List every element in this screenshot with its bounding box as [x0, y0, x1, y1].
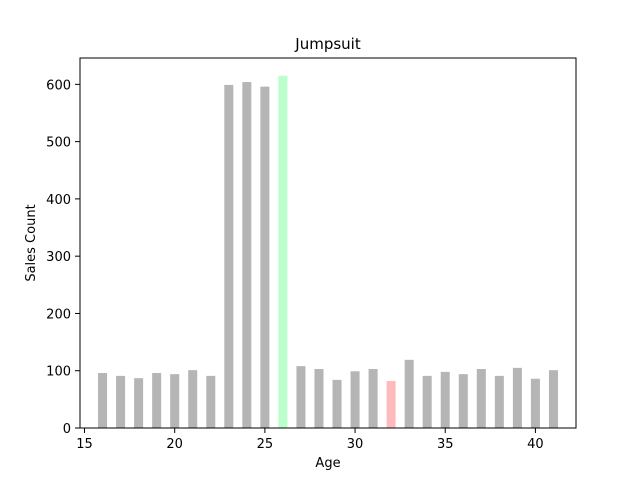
- bar-age-41: [548, 370, 558, 428]
- y-tick-label-600: 600: [46, 78, 71, 93]
- y-axis-title: Sales Count: [24, 204, 39, 281]
- plot-frame: [79, 57, 577, 429]
- bar-age-39: [512, 367, 522, 428]
- bar-age-19: [152, 373, 162, 428]
- x-tick-label-25: 25: [257, 437, 274, 452]
- x-axis-title: Age: [315, 456, 340, 471]
- x-tick-label-35: 35: [437, 437, 454, 452]
- bar-age-40: [530, 378, 540, 428]
- bar-age-18: [134, 378, 144, 428]
- chart-title: Jumpsuit: [294, 35, 361, 53]
- bar-age-38: [494, 375, 504, 428]
- x-axis-ticks: 15 20 25 30 35 40: [76, 428, 544, 452]
- bar-age-28: [314, 369, 324, 428]
- x-tick-label-20: 20: [166, 437, 183, 452]
- bar-age-25: [260, 86, 270, 428]
- bar-age-26: [278, 75, 288, 428]
- bar-age-24: [242, 82, 252, 428]
- bar-age-32: [386, 381, 396, 428]
- bar-age-33: [404, 359, 414, 428]
- bar-age-17: [116, 375, 126, 428]
- bar-age-29: [332, 379, 342, 428]
- bar-age-35: [440, 371, 450, 428]
- y-axis-ticks: 0 100 200 300 400 500 600: [46, 78, 80, 437]
- y-tick-label-100: 100: [46, 365, 71, 380]
- y-tick-label-400: 400: [46, 193, 71, 208]
- bar-age-22: [206, 375, 216, 428]
- bar-age-34: [422, 375, 432, 428]
- bar-age-23: [224, 84, 234, 429]
- y-tick-label-200: 200: [46, 307, 71, 322]
- x-tick-label-30: 30: [347, 437, 364, 452]
- y-tick-label-500: 500: [46, 136, 71, 151]
- bar-age-37: [476, 369, 486, 428]
- bars-layer: [98, 75, 558, 429]
- bar-age-30: [350, 371, 360, 428]
- x-tick-label-40: 40: [527, 437, 544, 452]
- bar-age-27: [296, 366, 306, 428]
- bar-age-16: [98, 373, 108, 428]
- y-tick-label-300: 300: [46, 250, 71, 265]
- bar-age-21: [188, 370, 198, 428]
- y-tick-label-0: 0: [63, 422, 71, 437]
- bar-age-36: [458, 374, 468, 428]
- bar-age-20: [170, 374, 180, 428]
- x-tick-label-15: 15: [76, 437, 93, 452]
- bar-age-31: [368, 369, 378, 428]
